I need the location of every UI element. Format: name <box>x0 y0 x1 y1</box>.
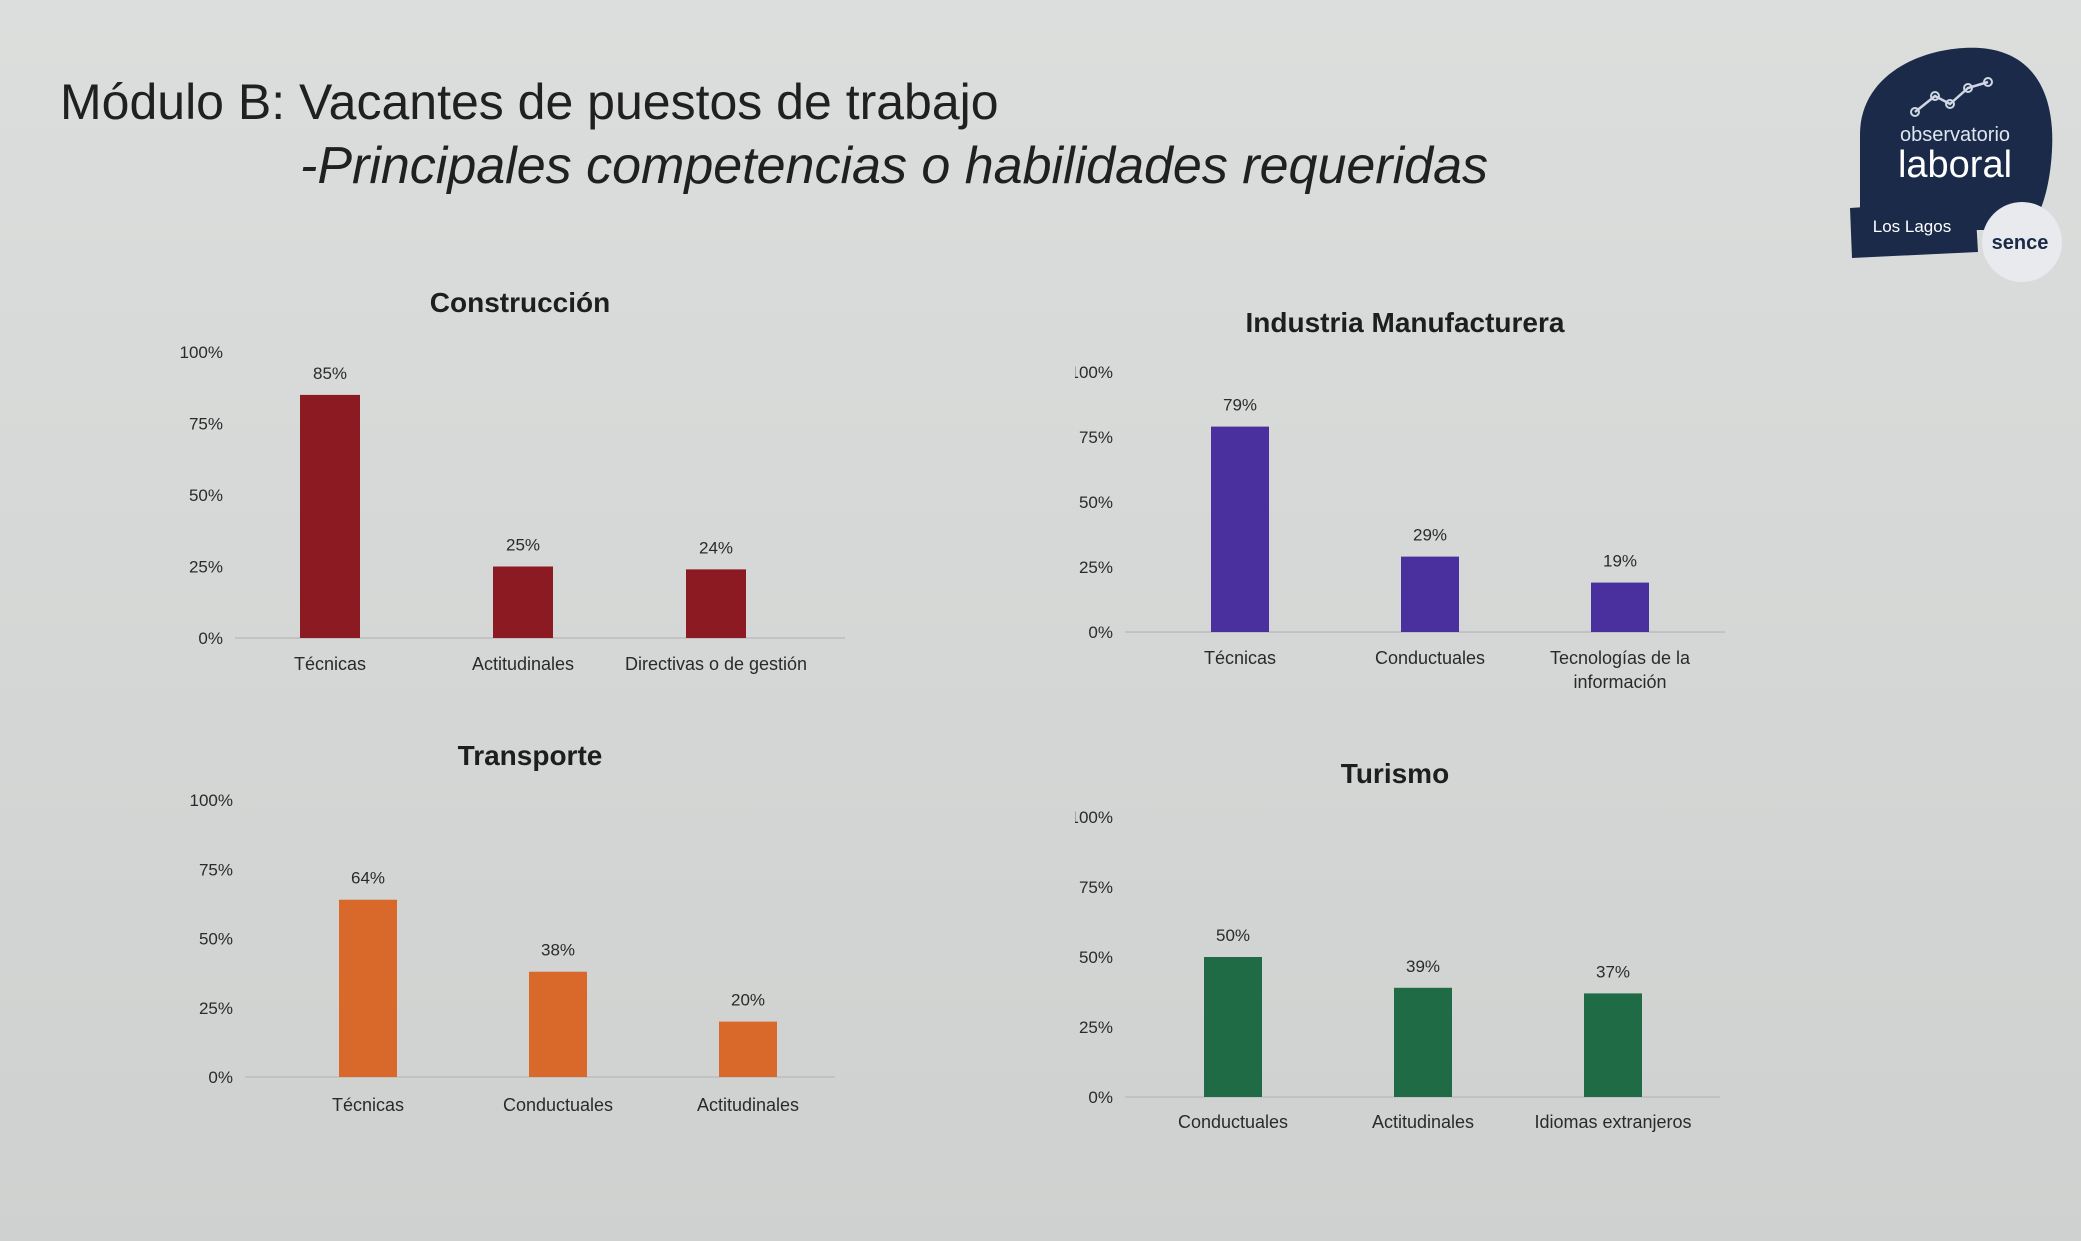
category-label: Actitudinales <box>472 654 574 674</box>
y-tick-label: 50% <box>199 930 233 949</box>
y-tick-label: 25% <box>199 999 233 1018</box>
trend-dot-icon <box>1945 99 1955 109</box>
y-tick-label: 50% <box>1079 948 1113 967</box>
y-tick-label: 50% <box>1079 493 1113 512</box>
logo-badge-shape <box>1860 47 2053 230</box>
bar <box>1204 957 1262 1097</box>
chart-title: Turismo <box>1341 758 1449 789</box>
category-label: Idiomas extranjeros <box>1534 1112 1691 1132</box>
y-tick-label: 75% <box>1079 428 1113 447</box>
chart-industria-manufacturera: Industria Manufacturera 0% 25% 50% 75% 100% 79… <box>1075 307 1725 692</box>
data-label: 20% <box>731 991 765 1010</box>
data-label: 38% <box>541 941 575 960</box>
trend-line-icon <box>1914 80 1989 113</box>
data-label: 39% <box>1406 957 1440 976</box>
category-label: Técnicas <box>294 654 366 674</box>
data-label: 24% <box>699 538 733 557</box>
data-label: 37% <box>1596 962 1630 981</box>
y-tick-label: 0% <box>208 1068 233 1087</box>
y-tick-label: 25% <box>1079 1018 1113 1037</box>
chart-title: Transporte <box>458 740 603 771</box>
category-label: Conductuales <box>1178 1112 1288 1132</box>
bar <box>1211 426 1269 632</box>
category-label: Actitudinales <box>697 1095 799 1115</box>
chart-construccion: Construcción 0% 25% 50% 75% 100% 85% Técnicas 25… <box>180 287 845 674</box>
chart-transporte: Transporte 0% 25% 50% 75% 100% 64% Técnicas 38% C… <box>190 740 835 1115</box>
category-label: información <box>1573 672 1666 692</box>
data-label: 79% <box>1223 396 1257 415</box>
sence-logo-text: sence <box>1992 232 2049 254</box>
data-label: 50% <box>1216 926 1250 945</box>
bar <box>339 899 397 1077</box>
category-label: Tecnologías de la <box>1550 648 1691 668</box>
chart-title: Industria Manufacturera <box>1246 307 1565 338</box>
y-tick-label: 100% <box>190 791 233 810</box>
data-label: 29% <box>1413 526 1447 545</box>
bar <box>529 971 587 1077</box>
y-tick-label: 75% <box>199 860 233 879</box>
category-label: Técnicas <box>1204 648 1276 668</box>
y-tick-label: 75% <box>1079 878 1113 897</box>
y-tick-label: 0% <box>1088 1088 1113 1107</box>
bar <box>1584 993 1642 1097</box>
bar <box>493 566 553 638</box>
data-label: 64% <box>351 869 385 888</box>
sence-badge <box>1982 202 2062 282</box>
logo-line1: observatorio <box>1900 124 2010 146</box>
logo-region: Los Lagos <box>1873 217 1951 236</box>
bar <box>719 1021 777 1077</box>
chart-title: Construcción <box>430 287 610 318</box>
y-tick-label: 100% <box>1075 808 1113 827</box>
y-tick-label: 50% <box>189 486 223 505</box>
bar <box>300 394 360 638</box>
slide-subtitle: -Principales competencias o habilidades … <box>300 137 1489 195</box>
trend-dot-icon <box>1930 91 1940 101</box>
data-label: 19% <box>1603 552 1637 571</box>
y-tick-label: 100% <box>180 343 223 362</box>
bar <box>1401 556 1459 632</box>
category-label: Directivas o de gestión <box>625 654 807 674</box>
y-tick-label: 0% <box>198 629 223 648</box>
y-tick-label: 25% <box>1079 558 1113 577</box>
logo-line2: laboral <box>1898 144 2012 186</box>
trend-dot-icon <box>1963 83 1973 93</box>
data-label: 25% <box>506 536 540 555</box>
bar <box>1394 987 1452 1097</box>
logo-ribbon <box>1850 200 1978 258</box>
category-label: Técnicas <box>332 1095 404 1115</box>
y-tick-label: 100% <box>1075 363 1113 382</box>
trend-dot-icon <box>1983 77 1993 87</box>
chart-turismo: Turismo 0% 25% 50% 75% 100% 50% Conductuales 39%… <box>1075 758 1720 1132</box>
y-tick-label: 0% <box>1088 623 1113 642</box>
y-tick-label: 25% <box>189 558 223 577</box>
trend-dot-icon <box>1910 107 1920 117</box>
category-label: Conductuales <box>1375 648 1485 668</box>
observatorio-laboral-logo: observatorio laboral Los Lagos sence <box>1850 47 2062 282</box>
y-tick-label: 75% <box>189 415 223 434</box>
category-label: Conductuales <box>503 1095 613 1115</box>
data-label: 85% <box>313 364 347 383</box>
category-label: Actitudinales <box>1372 1112 1474 1132</box>
slide-title: Módulo B: Vacantes de puestos de trabajo <box>60 74 999 130</box>
bar <box>686 569 746 638</box>
bar <box>1591 582 1649 632</box>
